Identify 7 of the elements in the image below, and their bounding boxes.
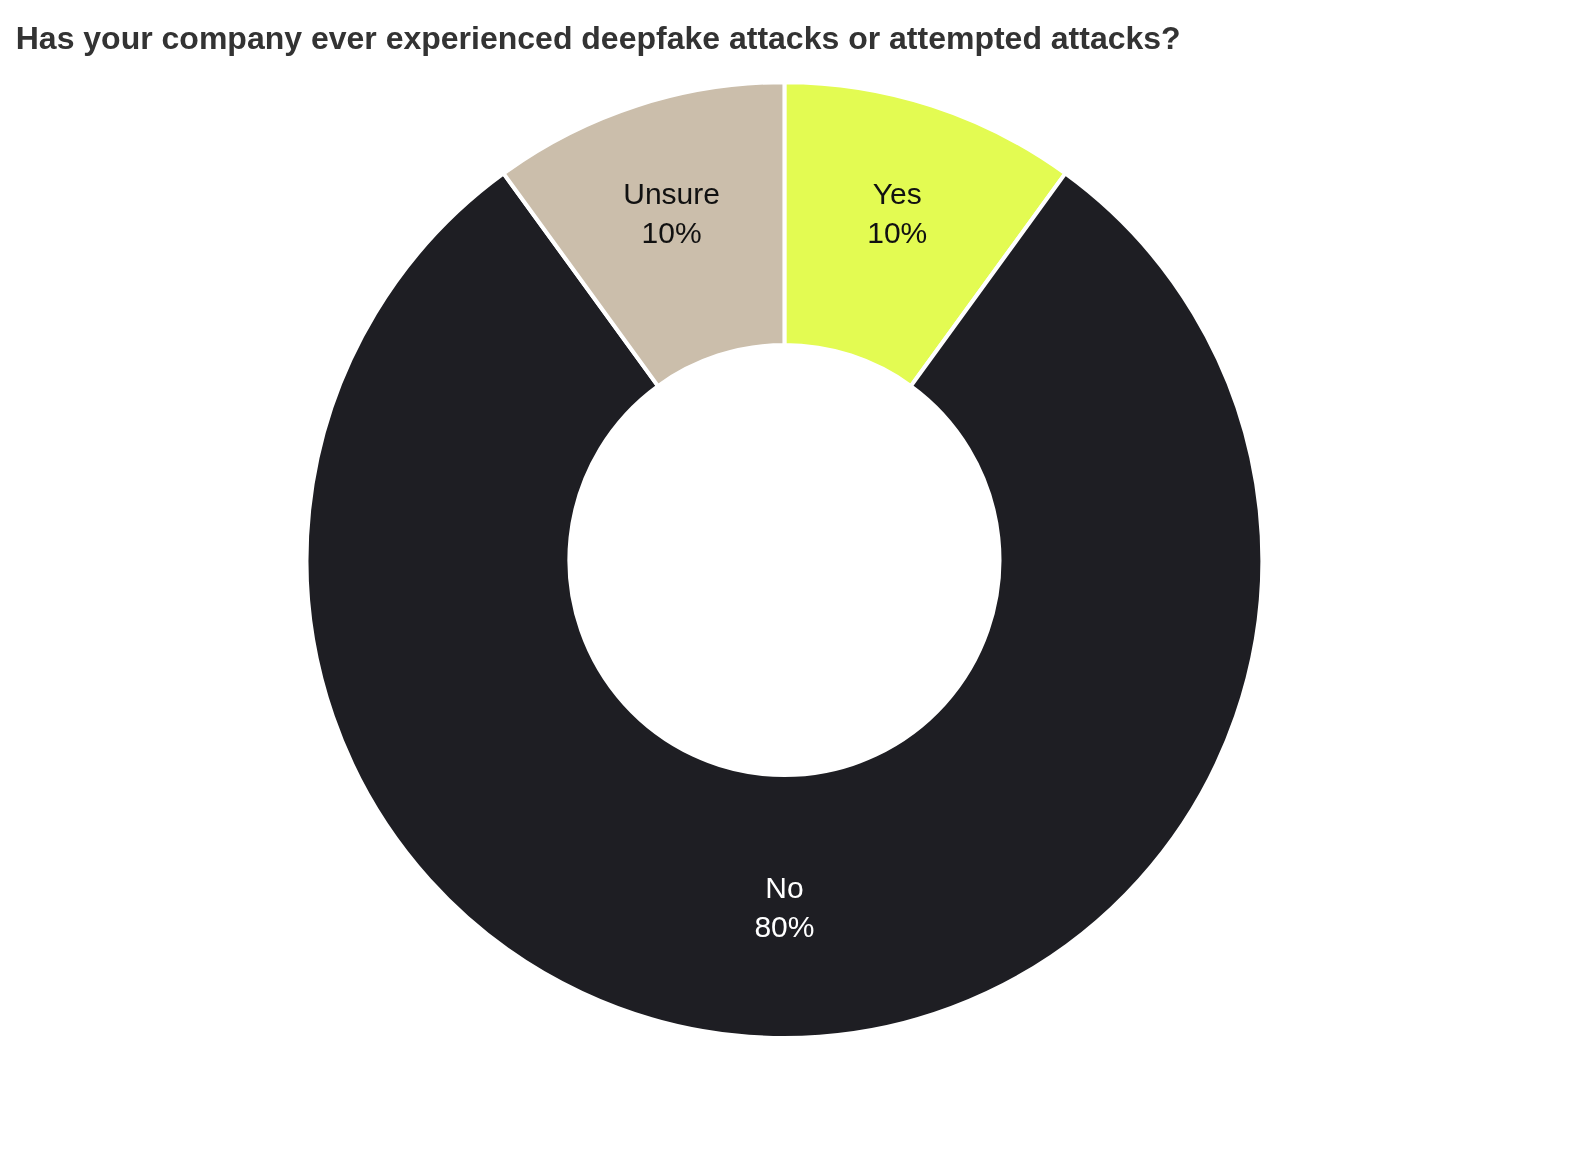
chart-title: Has your company ever experienced deepfake attacks or attempted attacks? — [15, 20, 1181, 57]
slice-label: Unsure — [623, 176, 720, 210]
data-label: 80% — [754, 909, 815, 943]
slice-label: No — [765, 870, 804, 904]
slice-label: Yes — [872, 176, 922, 210]
data-label: 10% — [867, 215, 928, 249]
data-label: 10% — [641, 215, 702, 249]
